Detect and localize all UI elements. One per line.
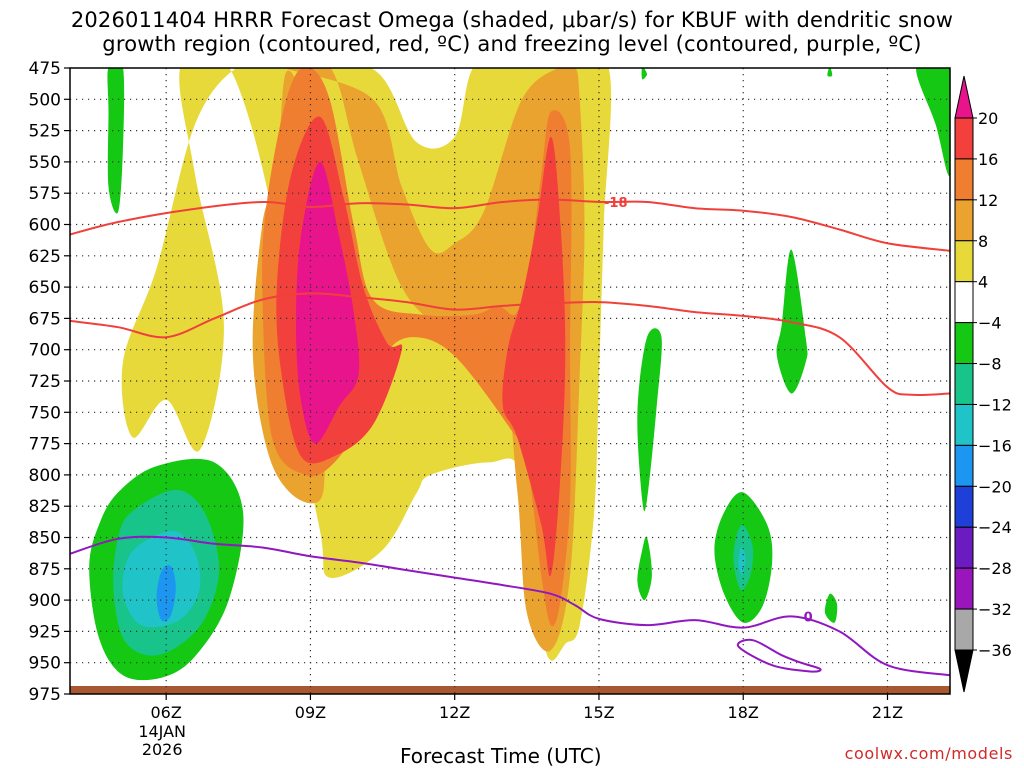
x-date-label: 14JAN — [138, 722, 186, 741]
colorbar-bin — [954, 322, 974, 365]
colorbar-label: 8 — [978, 232, 988, 251]
shade-omega-le--4-j — [827, 68, 833, 77]
y-tick-label: 850 — [29, 529, 61, 549]
shade-omega-ge-16-b — [502, 136, 566, 577]
y-tick-label: 800 — [29, 466, 61, 486]
colorbar-label: −20 — [978, 477, 1012, 496]
x-tick-label: 06Z — [151, 703, 182, 722]
shade-omega-le--4-g — [824, 593, 838, 623]
shade-omega-le--4-d — [637, 536, 652, 601]
shade-omega-le--4-b — [107, 68, 125, 214]
colorbar-bin — [954, 75, 974, 119]
shade-omega-le--4-c — [637, 328, 662, 512]
y-tick-label: 625 — [29, 247, 61, 267]
colorbar-label: −12 — [978, 395, 1012, 414]
colorbar-label: −16 — [978, 436, 1012, 455]
x-year-label: 2026 — [142, 740, 183, 759]
contour-line-1 — [70, 198, 950, 252]
y-tick-label: 975 — [29, 685, 61, 705]
y-axis: 475 500 525 550 575 600 625 650 675 700 725 750 775 8… — [29, 59, 70, 705]
colorbar-bin — [954, 649, 974, 693]
chart-title-line-2: growth region (contoured, red, ºC) and f… — [102, 32, 922, 56]
y-tick-label: 525 — [29, 122, 61, 142]
y-tick-label: 775 — [29, 435, 61, 455]
y-tick-label: 950 — [29, 654, 61, 674]
chart-title-line-1: 2026011404 HRRR Forecast Omega (shaded, … — [70, 8, 954, 32]
y-tick-label: 675 — [29, 309, 61, 329]
omega-shading — [89, 68, 950, 681]
colorbar-label: −28 — [978, 559, 1012, 578]
x-tick-label: 21Z — [872, 703, 903, 722]
colorbar: 20 16 12 8 4 −4 −8 −12 −16 −20 −24 −28 −32 −36 — [954, 75, 1012, 693]
chart-title: 2026011404 HRRR Forecast Omega (shaded, … — [0, 8, 1024, 56]
y-tick-label: 475 — [29, 59, 61, 79]
colorbar-bin — [954, 403, 974, 446]
colorbar-bin — [954, 363, 974, 405]
shade-omega-le--16-a — [156, 565, 176, 622]
colorbar-bin — [954, 526, 974, 569]
colorbar-bin — [954, 199, 974, 242]
colorbar-label: −32 — [978, 600, 1012, 619]
colorbar-bin — [954, 444, 974, 487]
grid-lines — [70, 68, 950, 694]
freezing-level-loop — [736, 638, 822, 673]
colorbar-label: 4 — [978, 273, 988, 292]
contour-label: -18 — [604, 196, 628, 211]
colorbar-bin — [954, 240, 974, 283]
x-axis-label: Forecast Time (UTC) — [400, 744, 602, 768]
colorbar-label: −24 — [978, 518, 1012, 537]
contour-lines — [70, 198, 950, 677]
colorbar-bin — [954, 567, 974, 610]
y-tick-label: 875 — [29, 560, 61, 580]
site-credit: coolwx.com/models — [844, 744, 1013, 763]
y-tick-label: 750 — [29, 403, 61, 423]
x-tick-label: 09Z — [295, 703, 326, 722]
colorbar-bin — [954, 485, 974, 528]
shade-omega-ge-8 — [284, 68, 585, 652]
x-tick-label: 18Z — [728, 703, 759, 722]
colorbar-label: −36 — [978, 641, 1012, 660]
y-tick-label: 925 — [29, 622, 61, 642]
colorbar-label: 16 — [978, 150, 998, 169]
y-tick-label: 725 — [29, 372, 61, 392]
y-tick-label: 575 — [29, 184, 61, 204]
y-tick-label: 650 — [29, 278, 61, 298]
contour-line-2 — [70, 292, 950, 397]
y-tick-label: 550 — [29, 153, 61, 173]
x-tick-label: 12Z — [439, 703, 470, 722]
shade-omega-ge-20 — [296, 161, 360, 444]
y-tick-label: 700 — [29, 341, 61, 361]
shade-omega-le--4-h — [916, 68, 950, 176]
y-tick-label: 500 — [29, 90, 61, 110]
contour-line-3 — [70, 535, 950, 677]
colorbar-label: 12 — [978, 191, 998, 210]
colorbar-label: 20 — [978, 109, 998, 128]
y-tick-label: 600 — [29, 216, 61, 236]
shade-omega-le--4-i — [641, 68, 647, 80]
contour-labels: -18 0 — [604, 196, 813, 625]
ground-strip — [70, 686, 950, 694]
colorbar-bin — [954, 117, 974, 160]
colorbar-label: −4 — [978, 314, 1002, 333]
x-tick-label: 15Z — [583, 703, 614, 722]
colorbar-bin — [954, 608, 974, 651]
colorbar-bin — [954, 158, 974, 201]
contour-label: 0 — [804, 610, 813, 625]
colorbar-label: −8 — [978, 355, 1002, 374]
colorbar-bin — [954, 281, 974, 324]
y-tick-label: 825 — [29, 497, 61, 517]
y-tick-label: 900 — [29, 591, 61, 611]
